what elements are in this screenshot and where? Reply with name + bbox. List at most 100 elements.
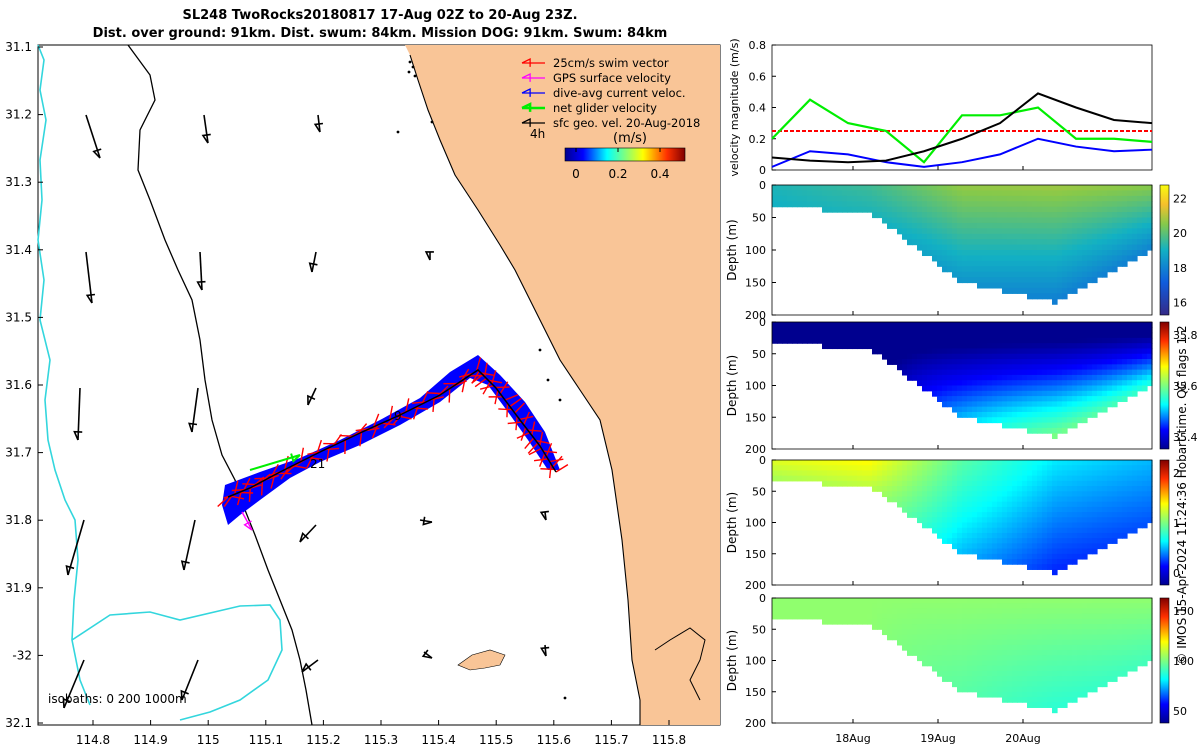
section-cell: [1077, 396, 1083, 402]
section-cell: [1137, 364, 1143, 371]
section-cell: [922, 244, 928, 251]
section-cell: [987, 470, 993, 477]
section-cell: [907, 190, 913, 197]
section-cell: [1122, 353, 1128, 360]
section-cell: [837, 460, 843, 466]
section-cell: [857, 613, 863, 620]
lon-tick-label: 115.7: [594, 733, 628, 747]
section-cell: [1002, 522, 1008, 529]
section-cell: [877, 212, 883, 219]
section-cell: [1127, 613, 1133, 620]
section-cell: [952, 603, 958, 610]
section-cell: [877, 327, 883, 334]
section-cell: [1017, 201, 1023, 208]
depth-tick: 150: [745, 277, 766, 290]
section-cell: [1127, 660, 1133, 667]
section-cell: [1062, 696, 1068, 703]
section-cell: [857, 327, 863, 334]
section-cell: [1042, 239, 1048, 246]
section-cell: [892, 470, 898, 477]
section-cell: [802, 190, 808, 197]
section-cell: [887, 480, 893, 487]
section-cell: [1067, 422, 1073, 429]
section-cell: [1107, 598, 1113, 604]
section-cell: [957, 670, 963, 677]
section-cell: [1117, 491, 1123, 498]
section-cell: [907, 460, 913, 466]
section-cell: [1007, 670, 1013, 677]
section-cell: [1067, 222, 1073, 229]
section-cell: [942, 603, 948, 610]
section-cell: [997, 603, 1003, 610]
section-cell: [1117, 244, 1123, 251]
section-cell: [1137, 608, 1143, 615]
section-cell: [1132, 374, 1138, 381]
section-cell: [972, 475, 978, 482]
section-cell: [1092, 465, 1098, 472]
section-cell: [1012, 239, 1018, 246]
section-cell: [1107, 250, 1113, 257]
section-cell: [1137, 506, 1143, 513]
section-cell: [1022, 385, 1028, 392]
section-cell: [972, 201, 978, 208]
section-cell: [1007, 480, 1013, 487]
section-cell: [1002, 598, 1008, 604]
section-cell: [782, 327, 788, 334]
section-cell: [1082, 665, 1088, 672]
section-cell: [972, 676, 978, 682]
lat-tick-label: 31.4: [5, 243, 32, 257]
section-cell: [1137, 337, 1143, 344]
section-cell: [1127, 185, 1133, 192]
section-cell: [947, 676, 953, 682]
section-cell: [862, 618, 868, 625]
section-cell: [1062, 618, 1068, 625]
section-cell: [1037, 359, 1043, 365]
section-cell: [1102, 608, 1108, 615]
section-cell: [1127, 390, 1133, 397]
colorbar-tick: 20: [1173, 227, 1187, 240]
section-cell: [982, 271, 988, 278]
section-cell: [797, 460, 803, 466]
section-cell: [1007, 343, 1013, 350]
section-cell: [922, 491, 928, 498]
section-cell: [817, 608, 823, 615]
section-cell: [1027, 553, 1033, 560]
section-cell: [1072, 411, 1078, 418]
section-cell: [1137, 374, 1143, 381]
section-cell: [972, 465, 978, 472]
section-cell: [1002, 212, 1008, 219]
section-cell: [952, 517, 958, 524]
section-cell: [1142, 222, 1148, 229]
section-cell: [1012, 686, 1018, 693]
section-cell: [1022, 217, 1028, 224]
section-cell: [1007, 608, 1013, 615]
section-cell: [907, 501, 913, 508]
section-cell: [952, 465, 958, 472]
section-cell: [1027, 277, 1033, 284]
section-cell: [817, 465, 823, 472]
section-cell: [1047, 337, 1053, 344]
swim-vector-mark: [524, 437, 535, 450]
section-cell: [1017, 250, 1023, 257]
section-cell: [832, 460, 838, 466]
section-cell: [872, 470, 878, 477]
islet-dot: [430, 120, 434, 124]
section-cell: [1037, 322, 1043, 328]
section-cell: [1127, 655, 1133, 662]
section-cell: [862, 206, 868, 213]
section-cell: [907, 348, 913, 355]
section-cell: [892, 613, 898, 620]
section-cell: [1017, 353, 1023, 360]
section-cell: [972, 522, 978, 529]
section-cell: [847, 480, 853, 487]
section-cell: [787, 190, 793, 197]
section-cell: [1027, 686, 1033, 693]
section-cell: [992, 603, 998, 610]
section-cell: [952, 337, 958, 344]
section-cell: [962, 401, 968, 408]
section-cell: [787, 460, 793, 466]
section-cell: [877, 201, 883, 208]
section-cell: [1137, 228, 1143, 235]
section-cell: [977, 337, 983, 344]
section-cell: [902, 634, 908, 641]
